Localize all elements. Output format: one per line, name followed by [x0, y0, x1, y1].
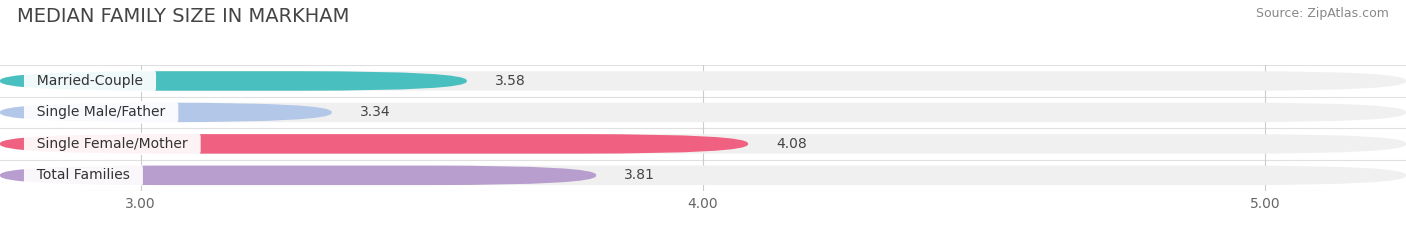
Text: Total Families: Total Families [28, 168, 139, 182]
FancyBboxPatch shape [0, 166, 596, 185]
Text: MEDIAN FAMILY SIZE IN MARKHAM: MEDIAN FAMILY SIZE IN MARKHAM [17, 7, 349, 26]
FancyBboxPatch shape [0, 166, 1406, 185]
Text: 3.58: 3.58 [495, 74, 526, 88]
FancyBboxPatch shape [0, 71, 467, 91]
Text: 4.08: 4.08 [776, 137, 807, 151]
Text: Source: ZipAtlas.com: Source: ZipAtlas.com [1256, 7, 1389, 20]
FancyBboxPatch shape [0, 134, 748, 154]
FancyBboxPatch shape [0, 103, 332, 122]
Text: 3.81: 3.81 [624, 168, 655, 182]
FancyBboxPatch shape [0, 134, 1406, 154]
Text: Married-Couple: Married-Couple [28, 74, 152, 88]
Text: 3.34: 3.34 [360, 105, 391, 120]
FancyBboxPatch shape [0, 103, 1406, 122]
Text: Single Male/Father: Single Male/Father [28, 105, 174, 120]
Text: Single Female/Mother: Single Female/Mother [28, 137, 197, 151]
FancyBboxPatch shape [0, 71, 1406, 91]
